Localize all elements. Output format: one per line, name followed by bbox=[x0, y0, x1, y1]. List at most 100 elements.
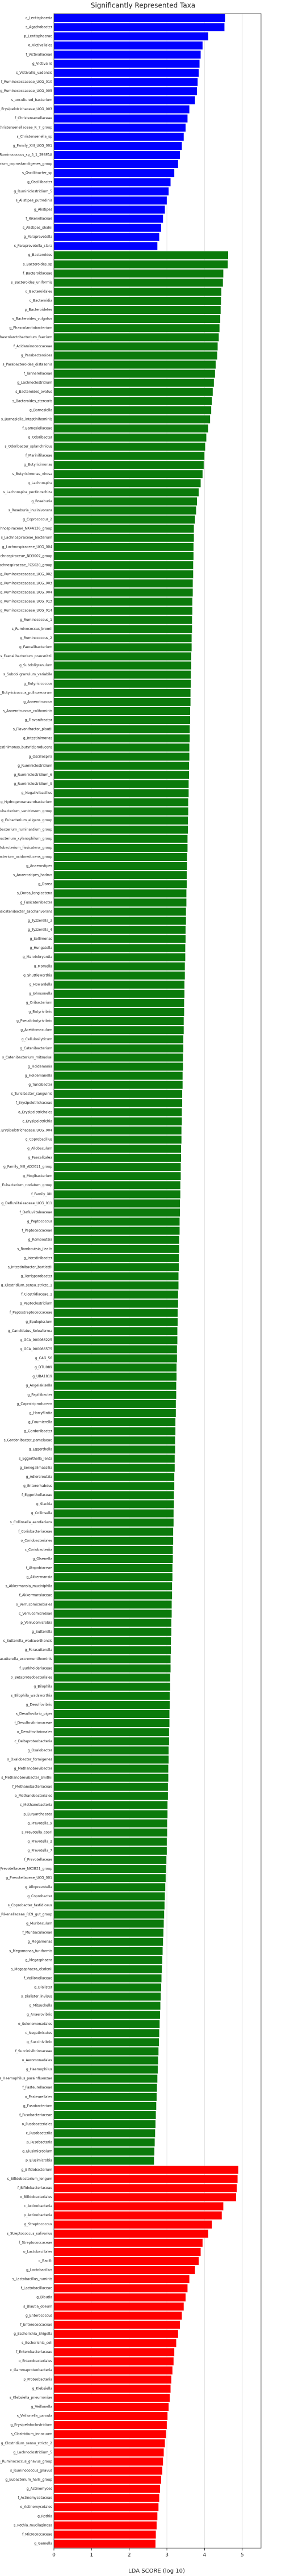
category-label: c_Bacilli bbox=[39, 2259, 52, 2263]
category-label: g_Family_XIII_AD3011_group bbox=[3, 1165, 52, 1169]
category-label: g_Gordonibacter bbox=[24, 1430, 52, 1434]
bar bbox=[53, 588, 194, 597]
category-label: s_Alistipes_putredinis bbox=[16, 199, 52, 203]
x-axis-label: LDA SCORE (log 10) bbox=[128, 2568, 185, 2574]
category-label: g_Family_XIII_UCG_001 bbox=[13, 144, 52, 148]
chart-title: Significantly Represented Taxa bbox=[91, 2, 195, 10]
bar bbox=[53, 1199, 180, 1208]
category-label: g_Prevotellaceae_UCG_001 bbox=[6, 1876, 52, 1880]
category-label: s_Oxalobacter_formigenes bbox=[7, 1758, 53, 1762]
bar bbox=[53, 761, 190, 770]
bar bbox=[53, 1071, 183, 1080]
category-label: g_CAG_56 bbox=[35, 1356, 52, 1360]
bar bbox=[53, 488, 199, 497]
bar bbox=[53, 634, 192, 642]
bar bbox=[53, 342, 218, 351]
category-label: c_Erysipelotrichia bbox=[22, 1119, 52, 1123]
bar bbox=[53, 1965, 162, 1974]
category-label: g_DTU089 bbox=[35, 1365, 52, 1369]
category-label: g_Howardella bbox=[30, 982, 53, 986]
category-label: o_Pasteurellales bbox=[25, 2095, 52, 2099]
bar bbox=[53, 1864, 166, 1873]
category-label: g_Holdemanella bbox=[25, 1074, 53, 1078]
category-label: s_Streptococcus_salivarius bbox=[7, 2232, 52, 2235]
category-label: o_Methanobacteriales bbox=[15, 1794, 52, 1798]
category-label: p_Elusimicrobia bbox=[26, 2159, 52, 2163]
bar bbox=[53, 688, 191, 697]
category-label: g_Faecalibacterium bbox=[19, 645, 52, 649]
bar bbox=[53, 506, 197, 515]
category-label: f_Prevotellaceae bbox=[24, 1858, 53, 1862]
bar bbox=[53, 1326, 178, 1335]
category-label: g_Eubacterium_hallii_group bbox=[5, 2478, 52, 2482]
bar bbox=[53, 132, 184, 141]
bar bbox=[53, 1044, 184, 1053]
bar bbox=[53, 1901, 165, 1910]
category-label: g_Desulfovibrio bbox=[26, 1703, 53, 1707]
bar bbox=[53, 1436, 175, 1445]
category-label: g_Romboutsia bbox=[28, 1238, 53, 1242]
category-label: g_Ruminococcus_1 bbox=[20, 618, 52, 622]
bar bbox=[53, 780, 189, 788]
bar bbox=[53, 1910, 165, 1919]
category-label: g_Roseburia bbox=[31, 499, 52, 503]
category-label: s_Barnesiella_intestinihominis bbox=[1, 417, 52, 421]
category-label: g_Mitsuokella bbox=[29, 2004, 52, 2008]
bar bbox=[53, 14, 226, 23]
category-label: s_Klebsiella_pneumoniae bbox=[10, 2396, 52, 2399]
category-label: o_Selenomonadales bbox=[18, 2022, 52, 2026]
category-label: g_Erysipelatoclostridium bbox=[10, 2423, 52, 2427]
bar bbox=[53, 1117, 182, 1126]
category-label: g_Allobaculum bbox=[27, 1147, 52, 1151]
category-label: f_Erysipelotrichaceae bbox=[16, 1101, 52, 1105]
bar bbox=[53, 1208, 180, 1217]
category-label: g_Intestinimonas bbox=[23, 737, 52, 741]
bar bbox=[53, 1947, 163, 1956]
bar bbox=[53, 105, 190, 114]
bar bbox=[53, 2512, 158, 2521]
bar bbox=[53, 2156, 154, 2165]
category-label: s_Parabacteroides_distasonis bbox=[3, 363, 52, 367]
category-label: g_Johnsonella bbox=[29, 991, 52, 995]
bar bbox=[53, 2357, 174, 2366]
bar bbox=[53, 1837, 167, 1846]
bar bbox=[53, 1810, 168, 1819]
bar bbox=[53, 1135, 182, 1144]
bar bbox=[53, 1956, 163, 1965]
bar bbox=[53, 1700, 170, 1709]
category-label: g_Ruminococcaceae_UCG_003 bbox=[0, 582, 52, 586]
category-label: s_Clostridium_innocuum bbox=[11, 2432, 52, 2436]
category-label: g_Oxalobacter bbox=[28, 1749, 53, 1753]
category-label: o_Desulfovibrionales bbox=[17, 1730, 52, 1734]
bar bbox=[53, 2220, 212, 2229]
category-label: o_Verrucomicrobiales bbox=[16, 1603, 52, 1607]
category-label: g_Rikenellaceae_RC9_gut_group bbox=[0, 1913, 52, 1917]
category-label: s_Megamonas_funiformis bbox=[9, 1949, 52, 1953]
bar bbox=[53, 2439, 165, 2448]
category-label: g_Intestinibacter bbox=[24, 1256, 53, 1260]
category-label: g_Lachnoclostridium_5 bbox=[13, 2451, 52, 2455]
category-label: s_Romboutsia_ilealis bbox=[17, 1247, 52, 1251]
category-label: s_Intestinimonas_butyriciproducens bbox=[0, 746, 52, 750]
bar bbox=[53, 543, 194, 552]
bar bbox=[53, 1171, 181, 1180]
category-label: g_Ruminococcus_2 bbox=[20, 636, 52, 640]
bar bbox=[53, 1317, 178, 1326]
bar bbox=[53, 2138, 155, 2147]
category-label: g_Rothia bbox=[37, 2514, 52, 2518]
category-label: g_Collinsella bbox=[31, 1511, 53, 1515]
bar bbox=[53, 524, 195, 533]
category-label: f_Enterococcaceae bbox=[20, 2323, 53, 2327]
bar bbox=[53, 424, 209, 433]
bar bbox=[53, 1764, 169, 1773]
category-label: g_Slackia bbox=[36, 1502, 52, 1506]
category-label: g_Paraprevotella bbox=[24, 235, 52, 239]
bar bbox=[53, 2256, 199, 2266]
bar bbox=[53, 360, 216, 369]
bar bbox=[53, 196, 167, 205]
bar bbox=[53, 369, 216, 378]
bar bbox=[53, 1363, 177, 1372]
category-label: s_Flavonifractor_plautii bbox=[13, 728, 53, 732]
category-label: g_Sutterella bbox=[32, 1630, 52, 1634]
bar bbox=[53, 2311, 182, 2320]
